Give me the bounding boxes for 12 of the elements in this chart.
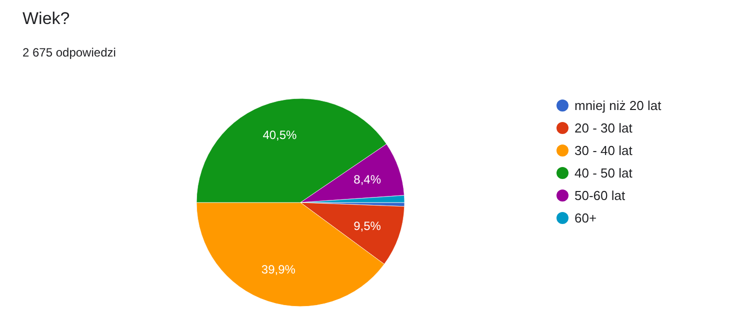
legend-label: 50-60 lat <box>574 188 626 203</box>
legend-label: mniej niż 20 lat <box>574 98 662 113</box>
data-label: 9,5% <box>354 218 382 233</box>
legend-label: 40 - 50 lat <box>574 166 633 180</box>
data-label: 8,4% <box>354 172 382 186</box>
legend-label: 60+ <box>574 210 597 226</box>
text: Wiek? <box>22 9 70 28</box>
data-label: 40,5% <box>262 128 298 142</box>
legend-label: 30 - 40 lat <box>574 143 633 158</box>
data-label: 39,9% <box>261 262 296 277</box>
text: 2 675 odpowiedzi <box>22 46 116 60</box>
legend-label: 20 - 30 lat <box>574 120 633 136</box>
